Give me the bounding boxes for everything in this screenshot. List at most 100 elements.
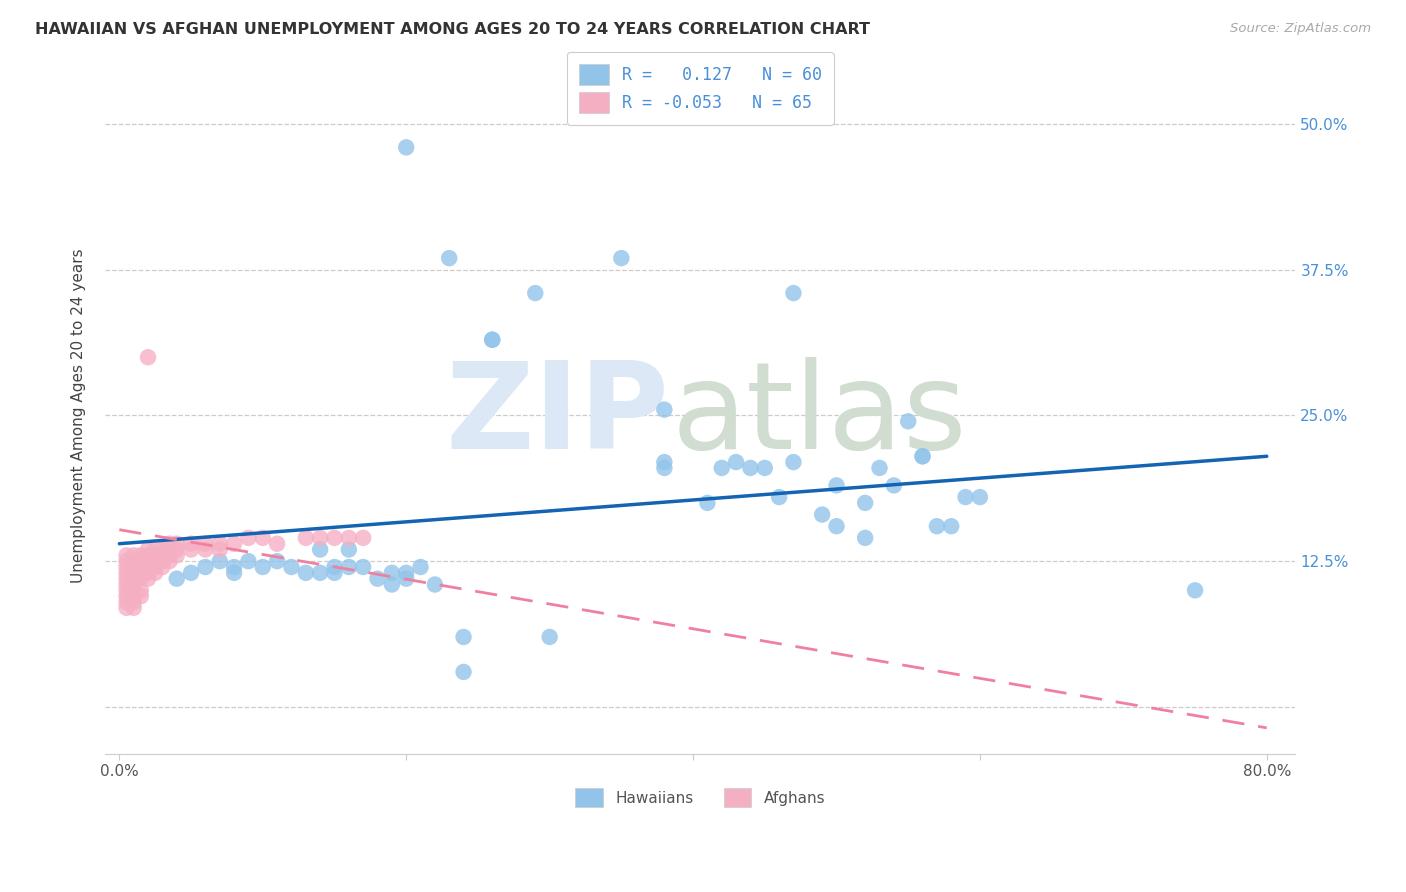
Point [143,560,166,574]
Point [955,490,977,504]
Point [122,554,145,568]
Point [208,537,231,551]
Point [911,450,934,464]
Point [941,519,963,533]
Point [166,549,188,563]
Point [129,589,152,603]
Point [143,566,166,580]
Point [740,461,762,475]
Point [194,537,217,551]
Point [129,554,152,568]
Point [883,478,905,492]
Point [143,542,166,557]
Point [395,572,418,586]
Point [337,542,360,557]
Point [309,531,332,545]
Point [1184,583,1206,598]
Point [180,537,202,551]
Point [538,630,561,644]
Point [166,537,188,551]
Point [869,461,891,475]
Point [294,566,316,580]
Point [136,560,159,574]
Text: HAWAIIAN VS AFGHAN UNEMPLOYMENT AMONG AGES 20 TO 24 YEARS CORRELATION CHART: HAWAIIAN VS AFGHAN UNEMPLOYMENT AMONG AG… [35,22,870,37]
Point [754,461,776,475]
Point [150,554,173,568]
Point [122,589,145,603]
Point [238,531,260,545]
Point [136,566,159,580]
Point [654,455,676,469]
Point [395,566,418,580]
Point [115,577,138,591]
Text: ZIP: ZIP [446,357,669,474]
Point [159,542,181,557]
Point [115,560,138,574]
Point [129,566,152,580]
Point [610,251,633,265]
Point [481,333,503,347]
Point [129,560,152,574]
Point [194,542,217,557]
Point [725,455,748,469]
Point [159,554,181,568]
Point [143,549,166,563]
Point [150,549,173,563]
Point [222,566,245,580]
Point [337,531,360,545]
Point [122,577,145,591]
Point [266,537,288,551]
Point [409,560,432,574]
Point [366,572,388,586]
Point [252,531,274,545]
Point [925,519,948,533]
Point [309,542,332,557]
Point [423,577,446,591]
Point [136,549,159,563]
Point [853,496,876,510]
Point [524,286,547,301]
Point [337,560,360,574]
Point [782,286,804,301]
Point [115,566,138,580]
Point [252,560,274,574]
Point [122,560,145,574]
Point [159,537,181,551]
Point [352,560,374,574]
Point [150,560,173,574]
Point [150,542,173,557]
Point [352,531,374,545]
Point [453,665,475,679]
Point [897,414,920,428]
Point [825,519,848,533]
Point [129,549,152,563]
Point [180,542,202,557]
Point [159,549,181,563]
Point [481,333,503,347]
Y-axis label: Unemployment Among Ages 20 to 24 years: Unemployment Among Ages 20 to 24 years [72,248,86,582]
Point [194,560,217,574]
Point [238,554,260,568]
Point [309,566,332,580]
Point [969,490,991,504]
Point [222,537,245,551]
Point [180,566,202,580]
Point [115,600,138,615]
Point [911,450,934,464]
Text: atlas: atlas [672,357,967,474]
Point [710,461,733,475]
Point [115,583,138,598]
Point [395,140,418,154]
Point [208,542,231,557]
Point [853,531,876,545]
Point [439,251,461,265]
Text: Source: ZipAtlas.com: Source: ZipAtlas.com [1230,22,1371,36]
Point [115,595,138,609]
Legend: Hawaiians, Afghans: Hawaiians, Afghans [569,781,831,814]
Point [323,560,346,574]
Point [208,554,231,568]
Point [115,572,138,586]
Point [122,549,145,563]
Point [381,577,404,591]
Point [323,531,346,545]
